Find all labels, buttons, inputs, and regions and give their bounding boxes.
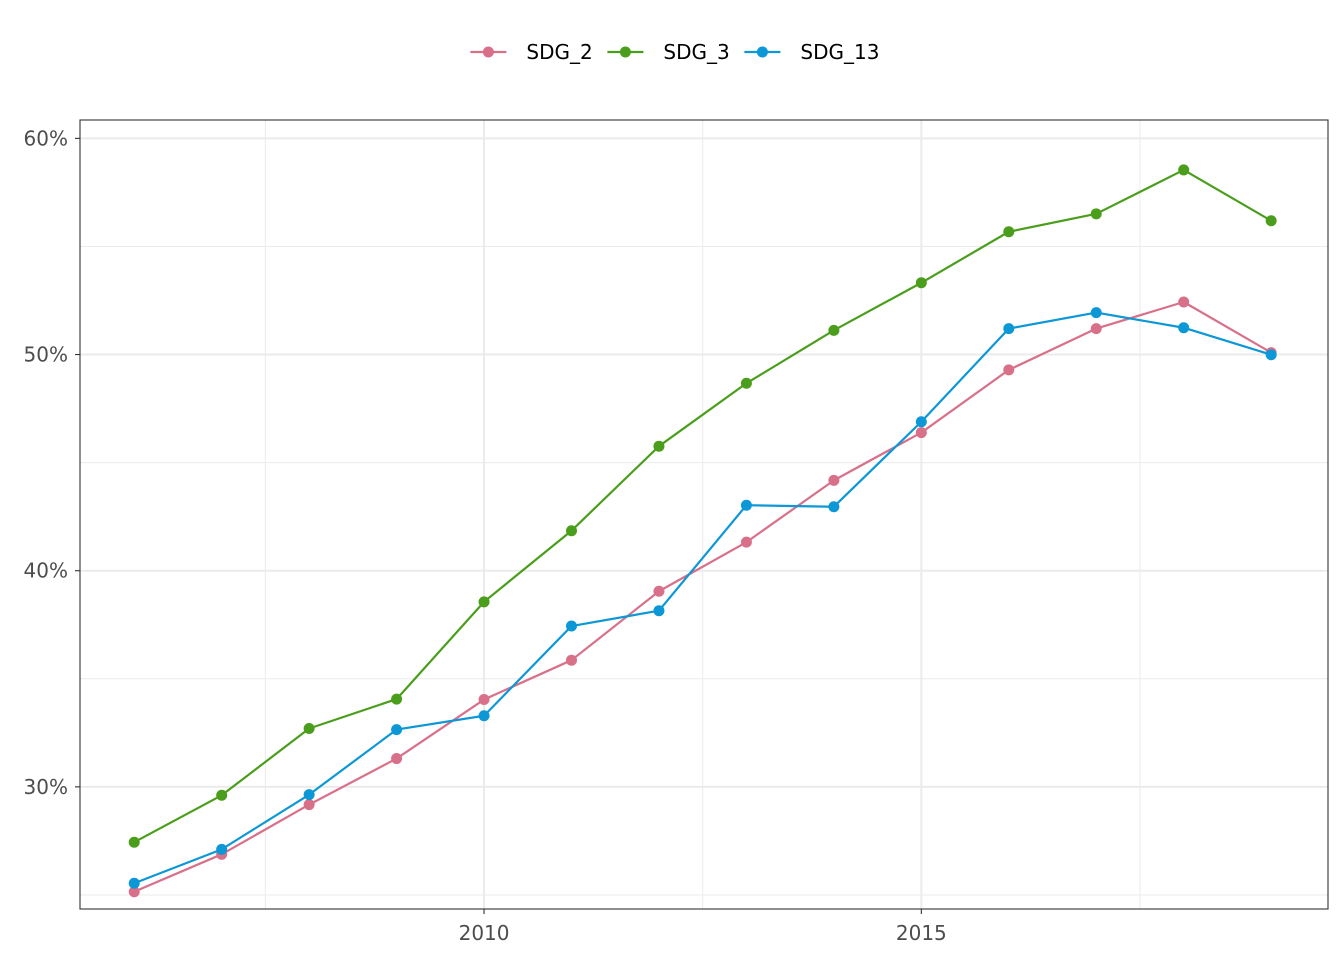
data-point-SDG_2 — [1003, 364, 1015, 376]
legend-key-point-SDG_3 — [619, 46, 631, 58]
data-point-SDG_2 — [478, 694, 490, 706]
data-point-SDG_3 — [216, 789, 228, 801]
data-point-SDG_3 — [303, 723, 315, 735]
series-line-SDG_3 — [133, 168, 1272, 844]
series-line-SDG_2 — [133, 300, 1272, 893]
data-point-SDG_2 — [1090, 323, 1102, 335]
data-point-SDG_13 — [915, 416, 927, 428]
minor-gridlines — [80, 120, 1328, 909]
y-tick-label: 30% — [24, 775, 68, 799]
data-point-SDG_3 — [1178, 164, 1190, 176]
data-point-SDG_2 — [915, 427, 927, 439]
y-tick-label: 40% — [24, 559, 68, 583]
data-point-SDG_13 — [566, 620, 578, 632]
data-point-SDG_3 — [391, 693, 403, 705]
data-point-SDG_2 — [566, 654, 578, 666]
data-point-SDG_13 — [303, 789, 315, 801]
data-point-SDG_3 — [1003, 226, 1015, 238]
data-point-SDG_13 — [1090, 307, 1102, 319]
data-point-SDG_13 — [653, 605, 665, 617]
series-line-SDG_13 — [133, 311, 1272, 885]
legend-label-SDG_2: SDG_2 — [526, 40, 592, 64]
data-point-SDG_13 — [478, 710, 490, 722]
data-point-SDG_2 — [653, 585, 665, 597]
series-layer — [128, 164, 1277, 898]
data-point-SDG_3 — [915, 277, 927, 289]
legend-label-SDG_13: SDG_13 — [800, 40, 879, 64]
y-tick-label: 60% — [24, 126, 68, 150]
x-tick-label: 2015 — [896, 921, 947, 945]
y-tick-label: 50% — [24, 343, 68, 367]
axis-ticks — [75, 137, 922, 914]
legend-key-point-SDG_2 — [482, 46, 494, 58]
data-point-SDG_2 — [828, 474, 840, 486]
data-point-SDG_13 — [128, 877, 140, 889]
data-point-SDG_3 — [740, 377, 752, 389]
plot-panel-border — [79, 119, 1329, 910]
data-point-SDG_3 — [478, 596, 490, 608]
data-point-SDG_3 — [566, 525, 578, 537]
data-point-SDG_13 — [828, 501, 840, 513]
x-tick-label: 2010 — [459, 921, 510, 945]
data-point-SDG_3 — [1265, 215, 1277, 227]
data-point-SDG_13 — [391, 724, 403, 736]
data-point-SDG_2 — [303, 799, 315, 811]
data-point-SDG_13 — [1265, 349, 1277, 361]
data-point-SDG_2 — [128, 886, 140, 898]
legend: SDG_2 SDG_3 SDG_13 — [470, 40, 879, 64]
data-point-SDG_13 — [1003, 323, 1015, 335]
data-point-SDG_3 — [653, 440, 665, 452]
data-point-SDG_2 — [391, 753, 403, 765]
data-point-SDG_3 — [828, 324, 840, 336]
data-point-SDG_13 — [216, 843, 228, 855]
major-gridlines — [80, 120, 1328, 909]
data-point-SDG_2 — [740, 536, 752, 548]
legend-key-point-SDG_13 — [756, 46, 768, 58]
data-point-SDG_13 — [740, 499, 752, 511]
data-point-SDG_13 — [1178, 322, 1190, 334]
data-point-SDG_3 — [128, 836, 140, 848]
legend-label-SDG_3: SDG_3 — [663, 40, 729, 64]
data-point-SDG_2 — [1178, 296, 1190, 308]
axis-tick-labels: 30% 40% 50% 60% 2010 2015 — [24, 126, 947, 945]
data-point-SDG_3 — [1090, 208, 1102, 220]
